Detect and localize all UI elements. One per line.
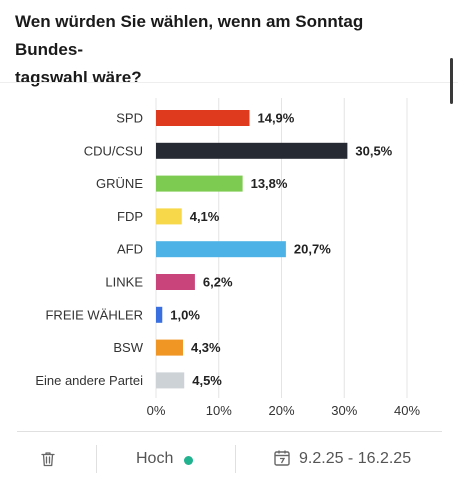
scrollbar-thumb[interactable] bbox=[450, 58, 453, 104]
bar bbox=[156, 306, 163, 323]
value-label: 4,5% bbox=[192, 373, 222, 388]
bar bbox=[156, 339, 183, 356]
value-label: 13,8% bbox=[251, 176, 288, 191]
bar bbox=[156, 241, 286, 258]
x-tick-label: 30% bbox=[331, 403, 357, 418]
x-tick-label: 20% bbox=[268, 403, 294, 418]
trash-icon[interactable] bbox=[40, 451, 56, 467]
footer-divider-2 bbox=[235, 445, 236, 473]
category-label: GRÜNE bbox=[96, 176, 143, 191]
bar bbox=[156, 372, 185, 389]
x-tick-label: 0% bbox=[147, 403, 166, 418]
category-label: Eine andere Partei bbox=[35, 373, 143, 388]
value-label: 4,1% bbox=[190, 209, 220, 224]
confidence-status-dot bbox=[184, 456, 193, 465]
footer-divider bbox=[17, 431, 442, 432]
question-title-line-1: Wen würden Sie wählen, wenn am Sonntag B… bbox=[15, 12, 364, 59]
value-label: 6,2% bbox=[203, 275, 233, 290]
question-title: Wen würden Sie wählen, wenn am Sonntag B… bbox=[15, 8, 420, 92]
bar bbox=[156, 142, 348, 159]
footer-divider-1 bbox=[96, 445, 97, 473]
category-label: CDU/CSU bbox=[84, 143, 143, 158]
date-range: 9.2.25 - 16.2.25 bbox=[299, 450, 412, 467]
title-divider bbox=[0, 82, 458, 83]
confidence-label: Hoch bbox=[136, 450, 174, 467]
value-label: 1,0% bbox=[170, 307, 200, 322]
category-label: BSW bbox=[113, 340, 143, 355]
category-label: AFD bbox=[117, 242, 143, 257]
value-label: 4,3% bbox=[191, 340, 221, 355]
value-label: 20,7% bbox=[294, 242, 331, 257]
value-label: 30,5% bbox=[355, 143, 392, 158]
bar bbox=[156, 208, 182, 225]
category-label: FREIE WÄHLER bbox=[45, 307, 143, 322]
x-tick-label: 40% bbox=[394, 403, 420, 418]
bar bbox=[156, 110, 250, 126]
calendar-icon[interactable] bbox=[273, 449, 291, 467]
value-label: 14,9% bbox=[257, 111, 294, 126]
x-tick-label: 10% bbox=[206, 403, 232, 418]
bar bbox=[156, 274, 195, 290]
category-label: LINKE bbox=[105, 275, 143, 290]
category-label: FDP bbox=[117, 209, 143, 224]
category-label: SPD bbox=[116, 111, 143, 126]
poll-bar-chart: 0% 10% 20% 30% 40% SPD 14,9% CDU/CSU 30,5% GRÜNE 1… bbox=[35, 98, 420, 418]
bar bbox=[156, 175, 243, 192]
question-title-line-2: tagswahl wäre? bbox=[15, 68, 142, 87]
